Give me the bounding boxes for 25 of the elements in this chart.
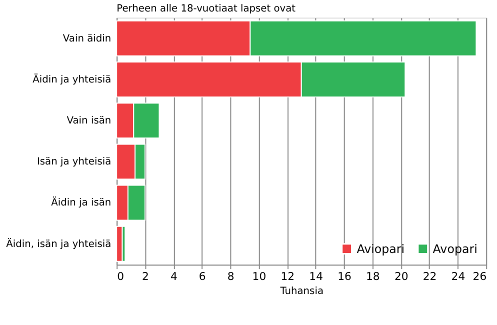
x-tick-label: 12: [280, 270, 295, 283]
y-tick-label: Vain isän: [66, 116, 112, 127]
x-tick-label: 14: [309, 270, 324, 283]
y-tick-label: Äidin, isän ja yhteisiä: [6, 236, 112, 250]
y-tick-label: Äidin ja yhteisiä: [32, 72, 112, 86]
chart-title: Perheen alle 18-vuotiaat lapset ovat: [116, 4, 296, 15]
x-tick-label: 18: [366, 270, 380, 283]
x-tick-label: 22: [422, 270, 437, 283]
x-tick-label: 6: [198, 270, 206, 283]
x-tick-label: 2: [142, 270, 149, 283]
x-tick-label: 24: [451, 270, 466, 283]
x-tick-label: 16: [338, 270, 352, 283]
legend-label: Aviopari: [356, 242, 405, 256]
x-tick-label: 4: [170, 270, 178, 283]
y-tick-label: Isän ja yhteisiä: [36, 156, 112, 168]
y-tick-label: Vain äidin: [62, 33, 112, 44]
x-tick-label: 10: [252, 270, 266, 283]
x-axis-title: Tuhansia: [279, 286, 324, 297]
y-tick-label: Äidin ja isän: [51, 196, 112, 209]
x-tick-label: 0: [117, 270, 124, 283]
x-tick-label: 8: [227, 270, 234, 283]
bar: [116, 226, 123, 262]
x-tick-label: 20: [394, 270, 408, 283]
x-tick-label: 26: [472, 270, 487, 283]
legend-label: Avopari: [432, 242, 478, 256]
